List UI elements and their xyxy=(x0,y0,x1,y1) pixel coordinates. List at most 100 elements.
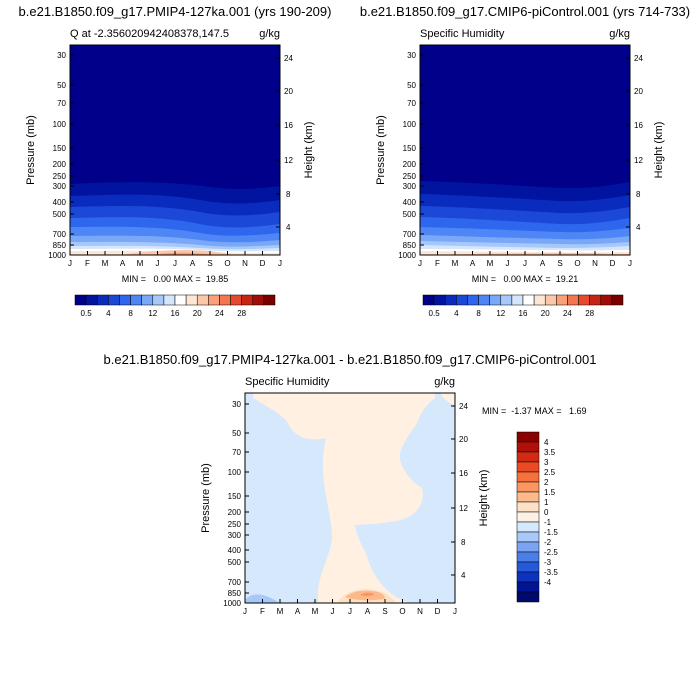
p3-ptick-500: 500 xyxy=(228,558,242,567)
p1-htick-24: 24 xyxy=(284,54,293,63)
p1-ptick-500: 500 xyxy=(53,210,67,219)
month-tick-label: O xyxy=(399,607,405,616)
colorbar-swatch xyxy=(433,294,446,306)
p2-ptick-70: 70 xyxy=(407,99,416,108)
panel-1-title-left: Q at -2.356020942408378,147.5 xyxy=(70,28,229,40)
colorbar-swatch xyxy=(516,491,540,503)
colorbar-swatch xyxy=(478,294,490,306)
colorbar-label: 24 xyxy=(215,309,224,318)
colorbar-swatch xyxy=(516,501,540,513)
colorbar-swatch xyxy=(252,294,265,306)
month-tick-label: M xyxy=(452,259,459,268)
panel-3: b.e21.B1850.f09_g17.PMIP4-127ka.001 - b.… xyxy=(104,352,597,616)
p1-ptick-50: 50 xyxy=(57,81,66,90)
colorbar-swatch xyxy=(500,294,513,306)
colorbar-label: 0.5 xyxy=(429,309,441,318)
p3-ptick-250: 250 xyxy=(228,520,242,529)
p1-htick-8: 8 xyxy=(286,190,291,199)
panel-1-pressure-ticks: 30 50 70 100 150 200 250 300 400 500 700… xyxy=(48,51,74,260)
p2-ptick-850: 850 xyxy=(403,241,417,250)
panel-3-main-title: b.e21.B1850.f09_g17.PMIP4-127ka.001 - b.… xyxy=(104,352,597,367)
colorbar-swatch xyxy=(589,294,602,306)
month-tick-label: J xyxy=(173,259,177,268)
colorbar-label: 8 xyxy=(128,309,133,318)
month-tick-label: J xyxy=(348,607,352,616)
colorbar-label: -3 xyxy=(544,558,552,567)
p1-htick-16: 16 xyxy=(284,121,293,130)
panel-2-contours xyxy=(420,45,630,255)
colorbar-swatch xyxy=(516,431,540,443)
colorbar-swatch xyxy=(130,294,142,306)
colorbar-swatch xyxy=(516,581,540,593)
month-tick-label: S xyxy=(207,259,212,268)
colorbar-swatch xyxy=(611,294,624,306)
colorbar-swatch xyxy=(516,531,540,543)
p1-ptick-100: 100 xyxy=(53,120,67,129)
colorbar-swatch xyxy=(516,511,540,523)
p2-htick-20: 20 xyxy=(634,87,643,96)
month-tick-label: J xyxy=(331,607,335,616)
panel-2-minmax: MIN = 0.00 MAX = 19.21 xyxy=(472,274,579,284)
month-tick-label: N xyxy=(592,259,598,268)
colorbar-label: 0.5 xyxy=(81,309,93,318)
p1-htick-12: 12 xyxy=(284,156,293,165)
month-tick-label: J xyxy=(628,259,632,268)
p2-ptick-100: 100 xyxy=(403,120,417,129)
panel-3-contours xyxy=(245,393,455,603)
month-tick-label: J xyxy=(243,607,247,616)
p2-htick-8: 8 xyxy=(636,190,641,199)
panel-2: b.e21.B1850.f09_g17.CMIP6-piControl.001 … xyxy=(360,4,690,318)
panel-1-contours xyxy=(70,45,280,255)
month-tick-label: F xyxy=(85,259,90,268)
panel-2-colorbar: 0.5 4 8 12 16 20 24 28 xyxy=(422,294,624,318)
p2-htick-4: 4 xyxy=(636,223,641,232)
colorbar-swatch xyxy=(230,294,242,306)
p1-htick-20: 20 xyxy=(284,87,293,96)
colorbar-swatch xyxy=(522,294,535,306)
p2-ptick-700: 700 xyxy=(403,230,417,239)
colorbar-swatch xyxy=(516,441,540,453)
colorbar-label: 3.5 xyxy=(544,448,556,457)
panel-2-ylabel: Pressure (mb) xyxy=(375,115,387,185)
p3-htick-12: 12 xyxy=(459,504,468,513)
colorbar-swatch xyxy=(456,294,468,306)
colorbar-label: 1 xyxy=(544,498,549,507)
colorbar-swatch xyxy=(556,294,568,306)
p2-ptick-250: 250 xyxy=(403,172,417,181)
colorbar-swatch xyxy=(516,521,540,533)
colorbar-swatch xyxy=(516,571,540,583)
colorbar-swatch xyxy=(516,541,540,553)
p3-ptick-50: 50 xyxy=(232,429,241,438)
p1-htick-4: 4 xyxy=(286,223,291,232)
month-tick-label: M xyxy=(277,607,284,616)
p2-ptick-200: 200 xyxy=(403,160,417,169)
p1-ptick-1000: 1000 xyxy=(48,251,66,260)
colorbar-swatch xyxy=(544,294,557,306)
p2-ptick-150: 150 xyxy=(403,144,417,153)
month-tick-label: J xyxy=(156,259,160,268)
colorbar-swatch xyxy=(108,294,120,306)
colorbar-label: -1 xyxy=(544,518,552,527)
month-tick-label: N xyxy=(242,259,248,268)
colorbar-swatch xyxy=(467,294,479,306)
month-tick-label: A xyxy=(295,607,301,616)
panel-1-minmax: MIN = 0.00 MAX = 19.85 xyxy=(122,274,229,284)
colorbar-label: -3.5 xyxy=(544,568,558,577)
p1-ptick-70: 70 xyxy=(57,99,66,108)
month-tick-label: O xyxy=(574,259,580,268)
p1-ptick-150: 150 xyxy=(53,144,67,153)
month-tick-label: J xyxy=(506,259,510,268)
colorbar-swatch xyxy=(208,294,220,306)
colorbar-swatch xyxy=(516,451,540,463)
month-tick-label: J xyxy=(278,259,282,268)
p1-ptick-700: 700 xyxy=(53,230,67,239)
colorbar-label: 2 xyxy=(544,478,549,487)
p1-ptick-250: 250 xyxy=(53,172,67,181)
p2-ptick-300: 300 xyxy=(403,182,417,191)
month-tick-label: J xyxy=(418,259,422,268)
colorbar-swatch xyxy=(516,471,540,483)
month-tick-label: F xyxy=(435,259,440,268)
colorbar-swatch xyxy=(74,294,87,306)
panel-3-colorbar: 43.532.521.510-1-1.5-2-2.5-3-3.5-4 xyxy=(516,431,558,603)
